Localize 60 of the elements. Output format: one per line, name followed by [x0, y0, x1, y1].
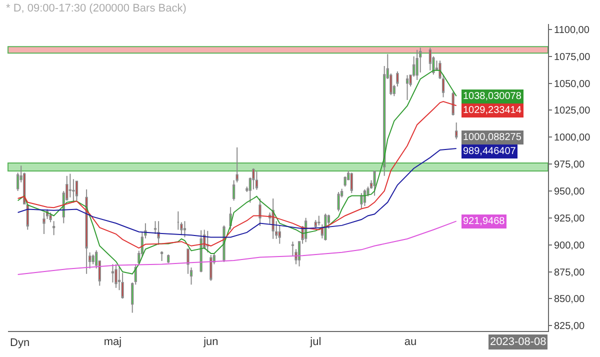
candlestick — [85, 188, 88, 274]
candlestick — [183, 220, 186, 238]
candlestick — [206, 230, 209, 253]
candlestick — [373, 170, 376, 196]
candlestick — [324, 213, 327, 242]
candlestick — [428, 47, 432, 71]
candlestick — [52, 220, 56, 236]
y-tick-label: 900,00 — [554, 240, 586, 252]
data-label: 1038,030078 — [463, 91, 522, 102]
y-tick-label: 1000,00 — [554, 132, 591, 144]
y-tick-label: 1025,00 — [554, 106, 591, 117]
text: Dyn — [10, 337, 30, 349]
candlestick — [337, 192, 340, 212]
candlestick — [92, 254, 94, 265]
y-tick-label: 850,00 — [554, 294, 586, 306]
text: 2023-08-08 — [490, 336, 546, 348]
data-label: 989,446407 — [463, 146, 516, 157]
candlestick — [314, 220, 317, 230]
candlestick — [278, 224, 281, 244]
candlestick — [26, 204, 29, 230]
line-series — [17, 70, 457, 274]
candlestick — [406, 74, 409, 100]
x-tick-label: au — [404, 336, 417, 348]
candlestick — [42, 212, 46, 235]
y-tick-label: 875,00 — [554, 267, 586, 278]
chart-title: * D, 09:00-17:30 (200000 Bars Back) — [6, 2, 186, 15]
candlestick — [157, 220, 160, 246]
candlestick — [416, 49, 418, 81]
x-tick-label: maj — [104, 336, 122, 348]
candlestick — [363, 188, 366, 207]
y-tick-label: 975,00 — [554, 160, 586, 171]
candlestick — [318, 215, 320, 226]
y-tick-label: 950,00 — [554, 186, 586, 198]
candlestick — [210, 254, 212, 282]
candlestick — [114, 264, 118, 288]
line-series — [17, 101, 457, 249]
candlestick — [160, 250, 164, 262]
line-series — [17, 148, 457, 238]
candlestick — [452, 91, 454, 116]
candlestick — [350, 172, 353, 194]
y-tick-label: 1100,00 — [554, 24, 590, 36]
candlestick — [176, 210, 180, 230]
y-tick-label: 1050,00 — [554, 78, 591, 90]
candlestick — [200, 230, 202, 273]
x-tick-label: jun — [202, 336, 218, 348]
x-tick-label: jul — [309, 336, 322, 348]
y-tick-label: 925,00 — [554, 213, 586, 224]
text: 1000,088275 — [463, 132, 522, 143]
candlestick — [75, 180, 78, 202]
candlestick — [255, 171, 258, 190]
line-series — [17, 220, 457, 275]
y-tick-label: 1075,00 — [554, 52, 591, 63]
candlestick — [258, 198, 262, 226]
candlestick — [49, 212, 52, 223]
candlestick — [455, 122, 458, 140]
candlestick — [360, 192, 363, 209]
data-label: 921,9468 — [463, 216, 506, 227]
candlestick — [167, 254, 170, 264]
data-label: 1029,233414 — [463, 105, 522, 116]
y-tick-label: 825,00 — [554, 321, 586, 332]
